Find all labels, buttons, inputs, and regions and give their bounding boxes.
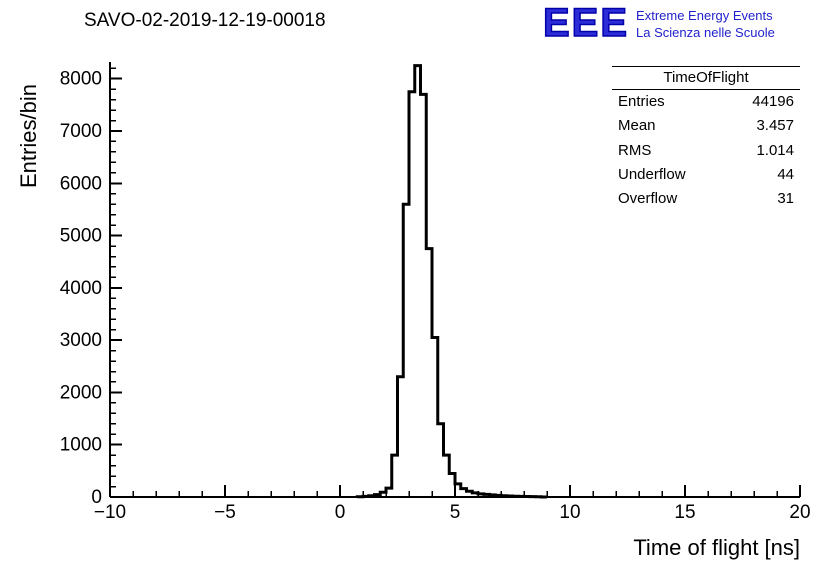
eee-logo-line1: Extreme Energy Events (636, 8, 773, 23)
y-axis-title: Entries/bin (16, 84, 41, 188)
stats-label: Mean (618, 117, 656, 135)
stats-row-overflow: Overflow 31 (612, 187, 800, 211)
x-tick-label: 15 (674, 502, 695, 523)
y-tick-label: 5000 (60, 226, 102, 247)
eee-logo-line2: La Scienza nelle Scuole (636, 24, 775, 40)
stats-row-rms: RMS 1.014 (612, 139, 800, 163)
plot-title: SAVO-02-2019-12-19-00018 (84, 10, 326, 31)
y-tick-label: 4000 (60, 278, 102, 299)
x-tick-label: 20 (789, 502, 810, 523)
stats-row-entries: Entries 44196 (612, 90, 800, 114)
x-tick-label: −10 (94, 502, 126, 523)
stats-label: RMS (618, 141, 652, 159)
x-tick-label: 5 (450, 502, 461, 523)
y-tick-label: 8000 (60, 69, 102, 90)
x-tick-label: 0 (335, 502, 346, 523)
stats-value: 1.014 (756, 141, 794, 159)
y-tick-label: 6000 (60, 173, 102, 194)
y-tick-label: 3000 (60, 330, 102, 351)
histogram-line (355, 64, 547, 499)
x-axis-title: Time of flight [ns] (633, 535, 800, 560)
y-tick-label: 2000 (60, 382, 102, 403)
eee-logo-acronym: EEE (542, 1, 630, 45)
y-tick-label: 0 (91, 487, 102, 508)
eee-logo: EEE Extreme Energy Events La Scienza nel… (542, 1, 775, 45)
stats-value: 44196 (752, 93, 794, 110)
stats-value: 44 (777, 165, 794, 183)
y-tick-label: 1000 (60, 435, 102, 456)
y-tick-label: 7000 (60, 121, 102, 142)
stats-value: 31 (777, 190, 794, 207)
stats-row-underflow: Underflow 44 (612, 163, 800, 187)
eee-logo-text: Extreme Energy Events La Scienza nelle S… (636, 4, 775, 42)
stats-value: 3.457 (756, 117, 794, 135)
stats-box: TimeOfFlight Entries 44196 Mean 3.457 RM… (612, 66, 800, 212)
x-tick-label: 10 (559, 502, 580, 523)
stats-box-title: TimeOfFlight (612, 67, 800, 90)
stats-label: Entries (618, 93, 665, 110)
x-tick-label: −5 (214, 502, 236, 523)
stats-label: Overflow (618, 190, 678, 207)
stats-row-mean: Mean 3.457 (612, 114, 800, 138)
stats-label: Underflow (618, 165, 686, 183)
